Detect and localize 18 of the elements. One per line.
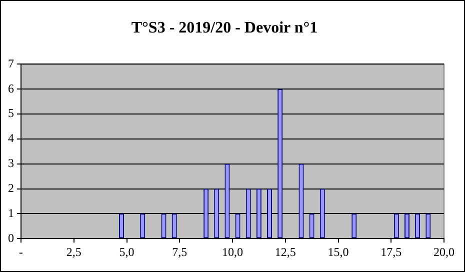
x-tick-label: 17,5	[380, 244, 402, 259]
x-tick-label: 7,5	[172, 244, 188, 259]
x-tick-label: 5,0	[119, 244, 134, 259]
y-tick-label: 0	[8, 230, 14, 245]
y-tick-label: 3	[8, 156, 14, 170]
x-tick-label: 10,0	[222, 244, 243, 259]
y-tick-label: 4	[8, 131, 14, 146]
y-tick-label: 1	[8, 206, 14, 220]
y-tick-label: 7	[8, 56, 14, 70]
x-tick-label: 20,0	[434, 244, 454, 259]
y-tick-label: 5	[8, 106, 14, 120]
y-tick-label: 2	[8, 180, 14, 195]
chart-title: T°S3 - 2019/20 - Devoir n°1	[131, 20, 318, 37]
y-tick-label: 6	[8, 81, 14, 96]
x-tick-label: -	[19, 244, 23, 259]
x-tick-label: 2,5	[66, 244, 82, 259]
x-tick-label: 15,0	[328, 244, 349, 259]
x-tick-label: 12,5	[274, 244, 296, 259]
